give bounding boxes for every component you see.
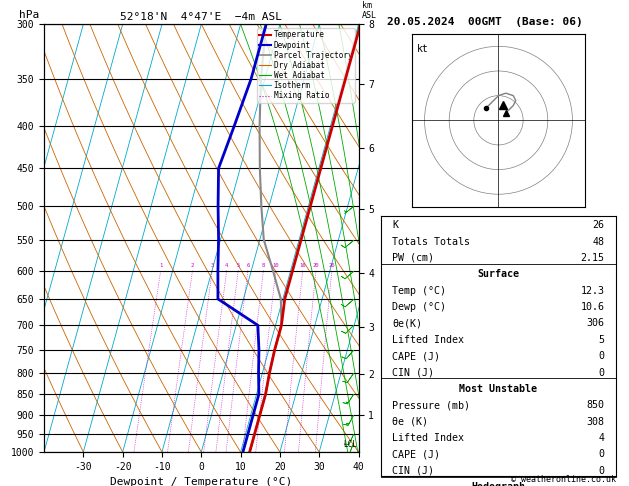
Text: CAPE (J): CAPE (J) [392, 450, 440, 459]
Text: 2: 2 [191, 263, 194, 268]
Text: 12.3: 12.3 [581, 286, 604, 295]
Text: © weatheronline.co.uk: © weatheronline.co.uk [511, 474, 616, 484]
Text: 0: 0 [599, 367, 604, 378]
Text: Dewp (°C): Dewp (°C) [392, 302, 447, 312]
Text: CIN (J): CIN (J) [392, 466, 435, 476]
Text: 10: 10 [272, 263, 279, 268]
Text: 306: 306 [587, 318, 604, 329]
Text: Totals Totals: Totals Totals [392, 237, 470, 246]
Text: K: K [392, 220, 398, 230]
Text: 16: 16 [299, 263, 306, 268]
Text: 4: 4 [599, 433, 604, 443]
Text: 6: 6 [246, 263, 250, 268]
Title: 52°18'N  4°47'E  −4m ASL: 52°18'N 4°47'E −4m ASL [120, 12, 282, 22]
Text: 5: 5 [599, 335, 604, 345]
Legend: Temperature, Dewpoint, Parcel Trajectory, Dry Adiabat, Wet Adiabat, Isotherm, Mi: Temperature, Dewpoint, Parcel Trajectory… [257, 28, 355, 103]
Text: CIN (J): CIN (J) [392, 367, 435, 378]
Text: 26: 26 [328, 263, 335, 268]
Text: 26: 26 [593, 220, 604, 230]
Text: LCL: LCL [343, 440, 357, 449]
Text: 0: 0 [599, 466, 604, 476]
Text: θe (K): θe (K) [392, 417, 428, 427]
Text: 20.05.2024  00GMT  (Base: 06): 20.05.2024 00GMT (Base: 06) [387, 17, 582, 27]
Text: 8: 8 [262, 263, 265, 268]
Text: 0: 0 [599, 351, 604, 361]
Text: 2.15: 2.15 [581, 253, 604, 263]
Text: CAPE (J): CAPE (J) [392, 351, 440, 361]
Text: Lifted Index: Lifted Index [392, 433, 464, 443]
Text: θe(K): θe(K) [392, 318, 422, 329]
Text: Surface: Surface [477, 269, 520, 279]
Text: PW (cm): PW (cm) [392, 253, 435, 263]
Text: Temp (°C): Temp (°C) [392, 286, 447, 295]
Text: Mixing Ratio (g/kg): Mixing Ratio (g/kg) [396, 225, 405, 320]
Text: 1: 1 [159, 263, 162, 268]
Text: km
ASL: km ASL [362, 0, 377, 20]
Text: Most Unstable: Most Unstable [459, 384, 538, 394]
Text: Hodograph: Hodograph [472, 482, 525, 486]
Text: 4: 4 [225, 263, 228, 268]
Text: 3: 3 [211, 263, 214, 268]
Text: Pressure (mb): Pressure (mb) [392, 400, 470, 410]
Text: 20: 20 [313, 263, 319, 268]
Text: 5: 5 [237, 263, 240, 268]
Text: 48: 48 [593, 237, 604, 246]
X-axis label: Dewpoint / Temperature (°C): Dewpoint / Temperature (°C) [110, 477, 292, 486]
Text: 308: 308 [587, 417, 604, 427]
Text: 10.6: 10.6 [581, 302, 604, 312]
Text: kt: kt [417, 44, 429, 54]
Text: 850: 850 [587, 400, 604, 410]
Text: hPa: hPa [19, 10, 39, 20]
Text: Lifted Index: Lifted Index [392, 335, 464, 345]
Text: 0: 0 [599, 450, 604, 459]
